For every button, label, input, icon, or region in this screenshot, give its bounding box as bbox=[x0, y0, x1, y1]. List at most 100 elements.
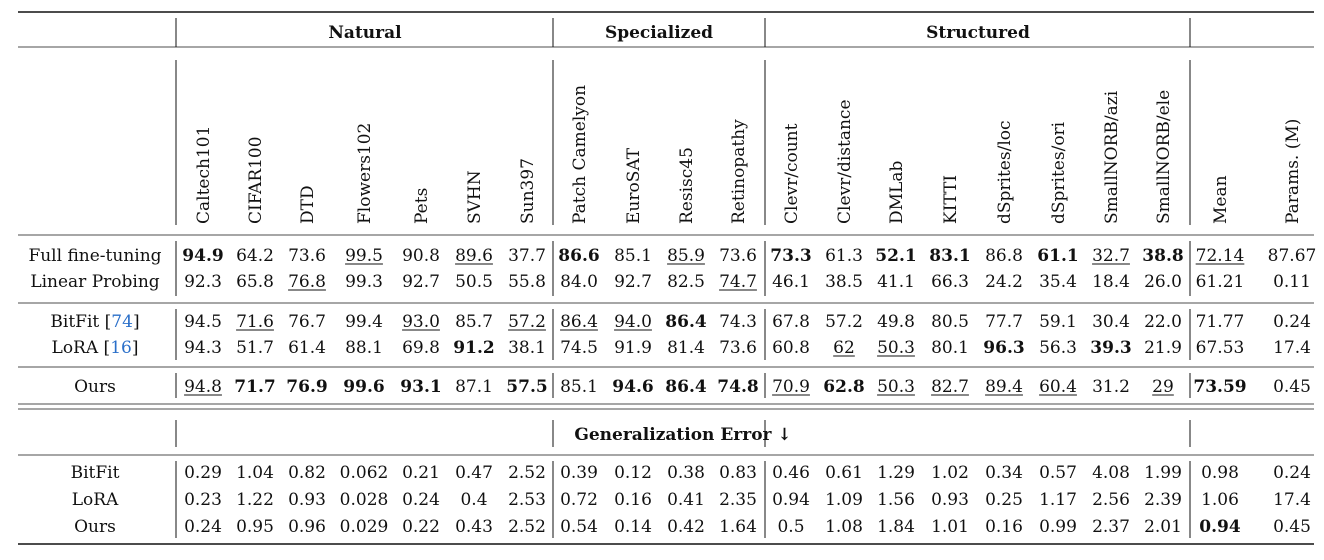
gen-error-cell: 2.01 bbox=[1144, 517, 1182, 537]
table-cell: 92.3 bbox=[184, 272, 222, 292]
table-cell: 49.8 bbox=[877, 312, 915, 332]
column-header: Clevr/count bbox=[782, 123, 802, 224]
table-cell: 86.4 bbox=[665, 312, 707, 332]
column-header: Sun397 bbox=[518, 158, 538, 224]
table-cell: 24.2 bbox=[985, 272, 1023, 292]
gen-error-cell: 1.64 bbox=[719, 517, 757, 537]
gen-error-cell: 0.61 bbox=[825, 463, 863, 483]
gen-error-cell: 0.93 bbox=[931, 490, 969, 510]
gen-error-cell: 0.94 bbox=[772, 490, 810, 510]
gen-error-cell: 0.16 bbox=[985, 517, 1023, 537]
gen-error-cell: 0.46 bbox=[772, 463, 810, 483]
gen-error-cell: 2.35 bbox=[719, 490, 757, 510]
table-cell: 88.1 bbox=[345, 338, 383, 358]
method-name: Linear Probing bbox=[30, 272, 159, 292]
table-cell: 61.1 bbox=[1037, 246, 1078, 266]
gen-error-cell: 0.41 bbox=[667, 490, 705, 510]
table-cell: 59.1 bbox=[1039, 312, 1077, 332]
table-cell: 46.1 bbox=[772, 272, 810, 292]
gen-error-cell: 0.57 bbox=[1039, 463, 1077, 483]
citation-link[interactable]: 74 bbox=[111, 312, 133, 332]
method-name: Ours bbox=[74, 377, 116, 397]
table-cell: 62.8 bbox=[823, 377, 864, 397]
gen-error-cell: 0.93 bbox=[288, 490, 326, 510]
gen-error-cell: 0.54 bbox=[560, 517, 598, 537]
gen-error-cell: 1.22 bbox=[236, 490, 274, 510]
gen-error-cell: 1.84 bbox=[877, 517, 915, 537]
gen-error-cell: 1.99 bbox=[1144, 463, 1182, 483]
gen-error-cell: 0.25 bbox=[985, 490, 1023, 510]
table-cell: 65.8 bbox=[236, 272, 274, 292]
table-cell: 67.53 bbox=[1196, 338, 1245, 358]
gen-error-cell: 2.53 bbox=[508, 490, 546, 510]
table-cell: 94.0 bbox=[614, 312, 652, 332]
table-cell: 61.4 bbox=[288, 338, 326, 358]
gen-error-cell: 0.39 bbox=[560, 463, 598, 483]
gen-error-cell: 0.24 bbox=[1273, 463, 1311, 483]
group-header: Natural bbox=[328, 23, 402, 43]
gen-error-cell: 0.24 bbox=[402, 490, 440, 510]
column-header: DMLab bbox=[887, 161, 907, 224]
gen-error-cell: 0.4 bbox=[460, 490, 487, 510]
column-header: dSprites/ori bbox=[1049, 121, 1069, 224]
table-cell: 91.2 bbox=[453, 338, 494, 358]
table-cell: 86.6 bbox=[558, 246, 599, 266]
gen-error-cell: 2.37 bbox=[1092, 517, 1130, 537]
table-cell: 86.4 bbox=[665, 377, 707, 397]
gen-error-cell: 0.47 bbox=[455, 463, 493, 483]
gen-error-cell: 1.08 bbox=[825, 517, 863, 537]
method-name: LoRA bbox=[72, 490, 119, 510]
table-cell: 22.0 bbox=[1144, 312, 1182, 332]
table-cell: 74.7 bbox=[719, 272, 757, 292]
table-cell: 74.5 bbox=[560, 338, 598, 358]
table-cell: 41.1 bbox=[877, 272, 915, 292]
table-cell: 66.3 bbox=[931, 272, 969, 292]
table-cell: 52.1 bbox=[875, 246, 916, 266]
table-cell: 60.4 bbox=[1039, 377, 1077, 397]
table-cell: 31.2 bbox=[1092, 377, 1130, 397]
table-cell: 71.7 bbox=[234, 377, 275, 397]
table-cell: 55.8 bbox=[508, 272, 546, 292]
gen-error-cell: 2.56 bbox=[1092, 490, 1130, 510]
table-cell: 60.8 bbox=[772, 338, 810, 358]
table-cell: 73.59 bbox=[1193, 377, 1246, 397]
gen-error-title: Generalization Error ↓ bbox=[574, 425, 791, 445]
table-cell: 82.5 bbox=[667, 272, 705, 292]
table-cell: 0.45 bbox=[1273, 377, 1311, 397]
table-cell: 93.0 bbox=[402, 312, 440, 332]
table-cell: 80.1 bbox=[931, 338, 969, 358]
citation-link[interactable]: 16 bbox=[110, 338, 132, 358]
column-header: Pets bbox=[412, 188, 432, 224]
gen-error-cell: 0.29 bbox=[184, 463, 222, 483]
table-cell: 50.3 bbox=[877, 377, 915, 397]
gen-error-cell: 0.029 bbox=[340, 517, 389, 537]
column-header: Mean bbox=[1211, 175, 1231, 224]
table-cell: 74.3 bbox=[719, 312, 757, 332]
gen-error-cell: 1.01 bbox=[931, 517, 969, 537]
column-header: DTD bbox=[298, 185, 318, 224]
gen-error-cell: 2.52 bbox=[508, 517, 546, 537]
table-cell: 94.6 bbox=[612, 377, 653, 397]
table-cell: 38.1 bbox=[508, 338, 546, 358]
gen-error-cell: 0.82 bbox=[288, 463, 326, 483]
table-cell: 80.5 bbox=[931, 312, 969, 332]
gen-error-cell: 2.52 bbox=[508, 463, 546, 483]
gen-error-cell: 0.38 bbox=[667, 463, 705, 483]
column-header: CIFAR100 bbox=[246, 136, 266, 224]
table-cell: 92.7 bbox=[614, 272, 652, 292]
table-cell: 61.3 bbox=[825, 246, 863, 266]
gen-error-cell: 1.04 bbox=[236, 463, 274, 483]
table-cell: 73.3 bbox=[770, 246, 811, 266]
table-cell: 29 bbox=[1152, 377, 1174, 397]
column-header: Params. (M) bbox=[1283, 119, 1303, 224]
table-cell: 86.4 bbox=[560, 312, 598, 332]
table-cell: 62 bbox=[833, 338, 855, 358]
gen-error-cell: 0.12 bbox=[614, 463, 652, 483]
column-header: dSprites/loc bbox=[995, 120, 1015, 224]
table-cell: 35.4 bbox=[1039, 272, 1077, 292]
table-cell: 76.8 bbox=[288, 272, 326, 292]
table-cell: 73.6 bbox=[719, 246, 757, 266]
table-cell: 82.7 bbox=[931, 377, 969, 397]
table-cell: 38.8 bbox=[1142, 246, 1183, 266]
column-header: Patch Camelyon bbox=[570, 85, 590, 224]
